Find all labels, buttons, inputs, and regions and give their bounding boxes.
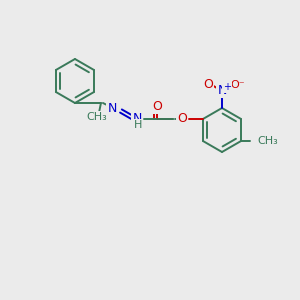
Text: O: O (152, 100, 162, 112)
Text: O⁻: O⁻ (231, 80, 245, 90)
Text: O: O (203, 79, 213, 92)
Text: O: O (177, 112, 187, 125)
Text: CH₃: CH₃ (257, 136, 278, 146)
Text: N: N (133, 112, 142, 125)
Text: CH₃: CH₃ (87, 112, 107, 122)
Text: +: + (223, 82, 231, 92)
Text: H: H (134, 120, 142, 130)
Text: N: N (108, 103, 117, 116)
Text: N: N (217, 83, 227, 97)
